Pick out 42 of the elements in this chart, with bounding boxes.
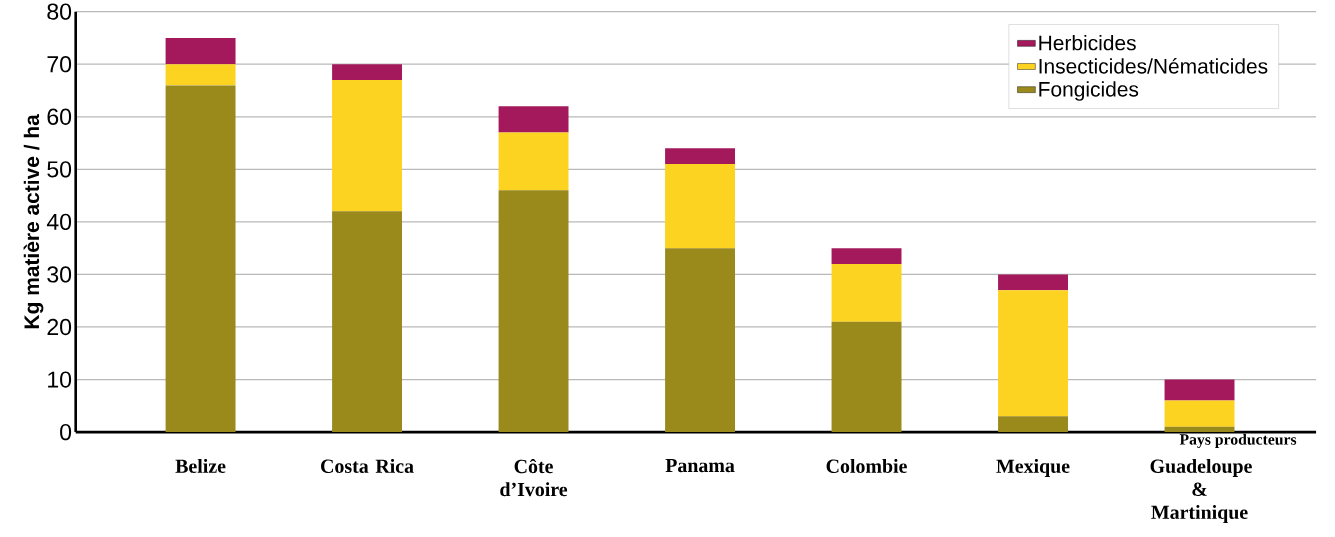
y-tick-label: 10 xyxy=(48,371,72,388)
legend-label: Fongicides xyxy=(1039,81,1139,101)
bar xyxy=(498,190,569,432)
bar xyxy=(1164,379,1235,401)
x-tick-label: Guadeloupe & Martinique xyxy=(1150,458,1252,523)
x-tick-label: Côte d’Ivoire xyxy=(500,458,568,497)
y-tick-label: 70 xyxy=(47,55,72,73)
bar xyxy=(332,64,403,80)
bar xyxy=(165,85,236,432)
x-axis-title: Pays producteurs xyxy=(1179,433,1297,448)
bar xyxy=(332,79,403,212)
bar xyxy=(332,211,403,432)
x-tick-label: Belize xyxy=(175,458,226,473)
bar xyxy=(998,274,1068,291)
bar xyxy=(831,321,902,432)
bar xyxy=(165,37,236,65)
x-tick-label: Costa Rica xyxy=(321,458,414,473)
x-tick-label: Mexique xyxy=(996,458,1070,477)
y-tick-label: 40 xyxy=(46,213,72,230)
y-tick-label: 80 xyxy=(47,3,72,20)
legend-label: Herbicides xyxy=(1039,34,1136,51)
bar xyxy=(498,106,569,133)
bar xyxy=(1164,426,1235,432)
x-tick-label: Colombie xyxy=(826,458,907,473)
bar xyxy=(831,248,902,264)
bar xyxy=(998,290,1068,417)
bar xyxy=(498,132,569,191)
y-axis-title: Kg matière active / ha xyxy=(23,113,44,329)
y-tick-label: 20 xyxy=(47,318,72,336)
y-tick-label: 0 xyxy=(60,423,72,441)
bar xyxy=(998,416,1068,432)
bar xyxy=(665,148,736,164)
y-tick-label: 50 xyxy=(47,161,72,178)
bar xyxy=(831,263,902,322)
y-tick-label: 60 xyxy=(47,108,72,125)
bar xyxy=(665,248,736,432)
bar xyxy=(1164,400,1235,427)
legend-label: Insecticides/Nématicides xyxy=(1039,57,1268,74)
bar xyxy=(165,64,236,86)
y-tick-label: 30 xyxy=(47,266,72,283)
x-tick-label: Panama xyxy=(665,458,735,473)
bar xyxy=(665,163,736,249)
